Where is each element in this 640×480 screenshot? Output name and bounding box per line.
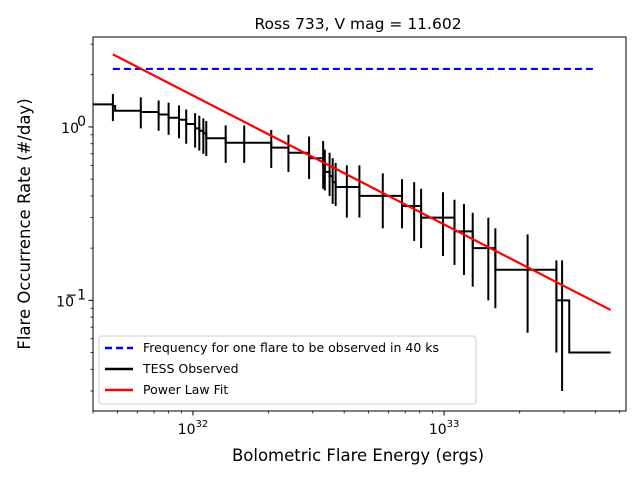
legend-box: [98, 335, 477, 405]
y-tick-exponent: 0: [77, 114, 86, 130]
plot-frame: [92, 36, 627, 412]
y-tick-label: 10: [61, 121, 79, 137]
x-axis-label: Bolometric Flare Energy (ergs): [232, 446, 484, 465]
tess-observed-series: [93, 93, 611, 391]
tess-step-line: [93, 103, 611, 354]
x-tick-label: 1033: [429, 419, 460, 438]
y-tick-label: 10: [56, 294, 74, 310]
legend-label-frequency: Frequency for one flare to be observed i…: [143, 340, 439, 355]
x-tick-label: 1032: [178, 419, 209, 438]
power-law-fit-line: [112, 53, 612, 311]
legend: Frequency for one flare to be observed i…: [98, 335, 477, 405]
x-axis: 1032 1033: [92, 411, 621, 438]
plot-area: [93, 53, 612, 391]
y-axis-label: Flare Occurrence Rate (#/day): [15, 98, 34, 349]
y-tick-exponent: −1: [65, 287, 86, 303]
chart-title: Ross 733, V mag = 11.602: [254, 15, 461, 33]
legend-label-powerlaw: Power Law Fit: [143, 382, 228, 397]
legend-label-tess: TESS Observed: [142, 361, 239, 376]
